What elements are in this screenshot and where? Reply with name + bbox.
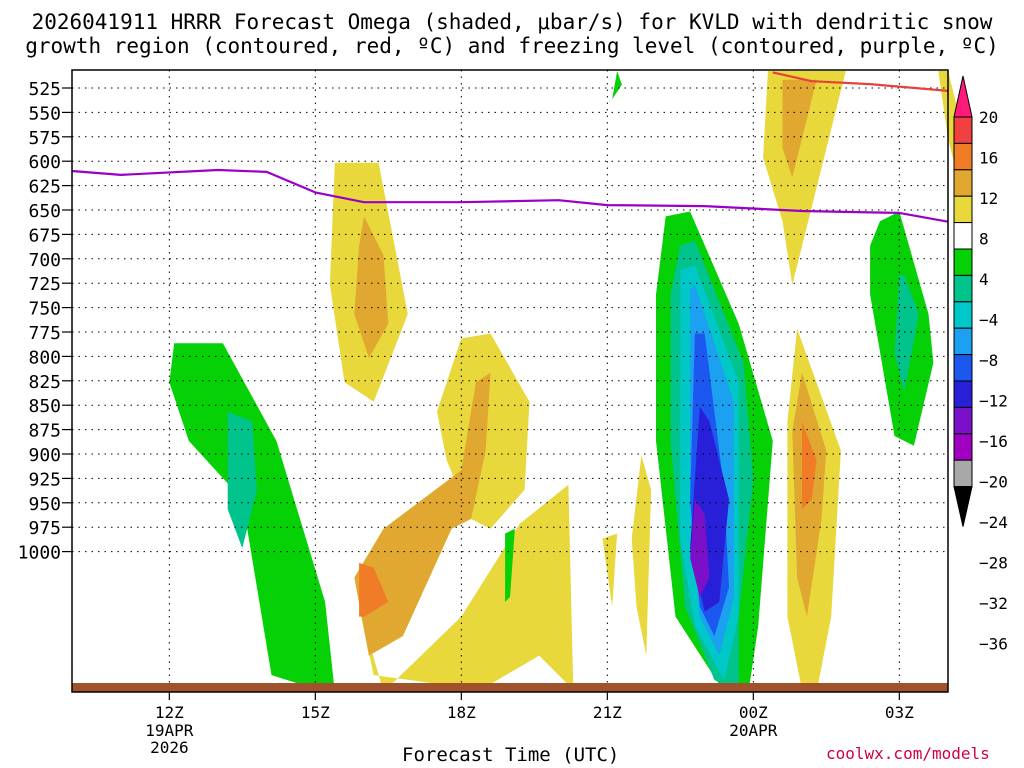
contour-lines: [71, 71, 949, 223]
x-tick-label-03Z: 03Z: [885, 703, 914, 722]
colorbar-box-14: [953, 459, 973, 488]
credit-text: coolwx.com/models: [826, 744, 990, 763]
y-tick-label-675: 675: [28, 225, 61, 246]
omega-region-3-neg4: [612, 71, 622, 100]
y-tick-label-600: 600: [28, 152, 61, 173]
chart-title-line-2: growth region (contoured, red, ºC) and f…: [25, 34, 999, 58]
colorbar-box-7: [953, 274, 973, 303]
y-tick-label-1000: 1000: [18, 543, 61, 564]
x-date-label-19APR: 19APR: [145, 721, 194, 740]
colorbar-label-0: 20: [979, 108, 998, 127]
colorbar-label-12: −32: [979, 594, 1008, 613]
y-tick-label-725: 725: [28, 274, 61, 295]
colorbar-label-10: −24: [979, 513, 1008, 532]
y-tick-label-775: 775: [28, 323, 61, 344]
x-date-label-2026: 2026: [150, 738, 189, 757]
y-tick-label-650: 650: [28, 201, 61, 222]
y-tick-label-900: 900: [28, 445, 61, 466]
y-tick-label-875: 875: [28, 421, 61, 442]
colorbar-box-10: [953, 354, 973, 382]
colorbar-box-1: [953, 116, 973, 144]
y-tick-label-800: 800: [28, 347, 61, 368]
colorbar: 20 16 12 8 4 −4 −8 −12 −16 −20 −24 −28 −32 −36: [953, 75, 1008, 654]
ground-surface: [72, 683, 948, 692]
x-tick-label-21Z: 21Z: [593, 703, 622, 722]
omega-region-8-pos4: [359, 484, 574, 692]
colorbar-label-1: 16: [979, 149, 998, 168]
x-axis-label: Forecast Time (UTC): [402, 744, 620, 766]
y-tick-label-750: 750: [28, 299, 61, 320]
omega-region-6-neg4: [169, 343, 335, 692]
colorbar-bottom-arrow: [953, 486, 973, 527]
colorbar-box-11: [953, 380, 973, 408]
y-tick-label-950: 950: [28, 494, 61, 515]
y-tick-label-525: 525: [28, 79, 61, 100]
colorbar-box-4: [953, 195, 973, 224]
x-tick-label-15Z: 15Z: [301, 703, 330, 722]
colorbar-label-3: 8: [979, 230, 989, 249]
colorbar-box-6: [953, 248, 973, 276]
colorbar-box-3: [953, 169, 973, 197]
y-tick-label-925: 925: [28, 469, 61, 490]
omega-region-23-pos12: [802, 421, 817, 510]
colorbar-label-8: −16: [979, 432, 1008, 451]
colorbar-label-5: −4: [979, 311, 998, 330]
omega-shading: [169, 71, 963, 693]
x-tick-label-12Z: 12Z: [155, 703, 184, 722]
x-tick-label-18Z: 18Z: [447, 703, 476, 722]
colorbar-box-9: [953, 327, 973, 356]
omega-region-7-neg8: [227, 411, 257, 549]
y-tick-label-825: 825: [28, 372, 61, 393]
omega-region-10-pos8: [354, 372, 491, 656]
y-tick-label-625: 625: [28, 177, 61, 198]
freezing-level-line: [71, 168, 949, 223]
colorbar-box-12: [953, 406, 973, 435]
colorbar-box-8: [953, 301, 973, 329]
y-axis: 525 550 575 600 625 650 675 700 725 750 775 800 825 8…: [18, 79, 72, 564]
dendritic-growth-line: [772, 71, 949, 92]
x-date-label-20APR: 20APR: [729, 721, 778, 740]
omega-region-20-neg28: [690, 499, 710, 597]
colorbar-label-6: −8: [979, 351, 998, 370]
y-tick-label-700: 700: [28, 250, 61, 271]
omega-region-11-pos12: [359, 562, 389, 617]
colorbar-label-13: −36: [979, 635, 1008, 654]
omega-region-13-pos4: [631, 455, 652, 656]
colorbar-box-2: [953, 142, 973, 171]
colorbar-label-7: −12: [979, 392, 1008, 411]
y-tick-label-850: 850: [28, 396, 61, 417]
y-tick-label-975: 975: [28, 518, 61, 539]
colorbar-top-arrow: [953, 75, 973, 118]
omega-region-5-pos8: [354, 216, 389, 358]
colorbar-label-2: 12: [979, 189, 998, 208]
colorbar-label-9: −20: [979, 473, 1008, 492]
omega-region-1-pos8: [782, 79, 817, 178]
chart-title-line-1: 2026041911 HRRR Forecast Omega (shaded, …: [31, 10, 993, 34]
colorbar-label-4: 4: [979, 270, 989, 289]
y-tick-label-550: 550: [28, 103, 61, 124]
colorbar-box-13: [953, 433, 973, 461]
x-tick-label-00Z: 00Z: [739, 703, 768, 722]
omega-region-26-neg4: [505, 528, 515, 602]
y-tick-label-575: 575: [28, 128, 61, 149]
omega-region-25-neg8: [894, 275, 919, 393]
colorbar-label-11: −28: [979, 554, 1008, 573]
colorbar-box-5: [953, 222, 973, 250]
